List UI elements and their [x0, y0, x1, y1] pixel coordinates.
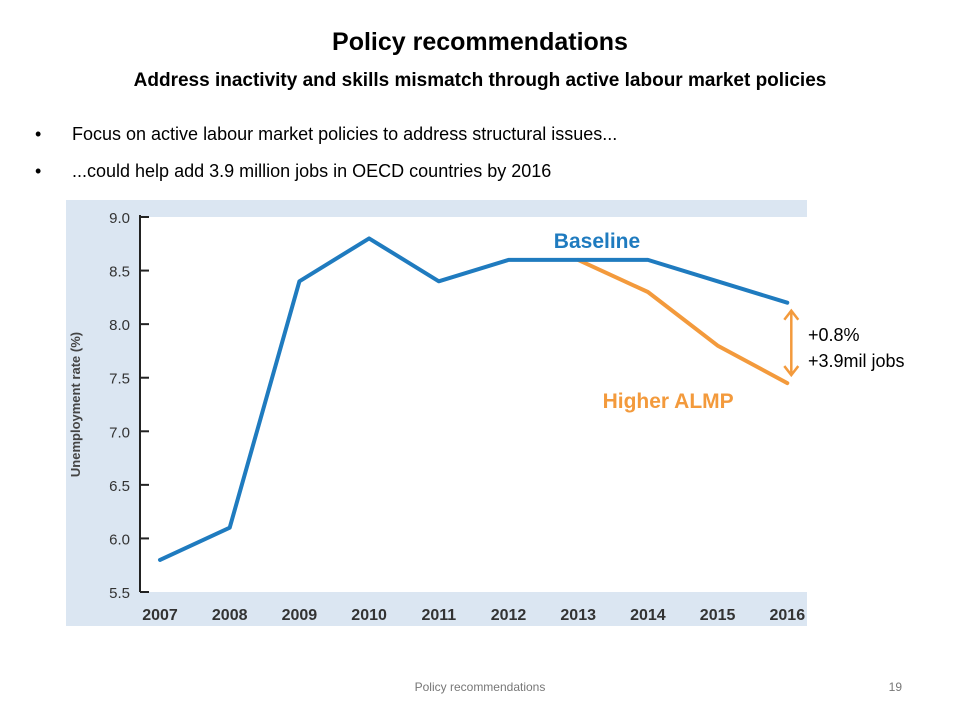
- x-tick-label: 2009: [282, 607, 318, 624]
- x-tick-label: 2010: [351, 607, 387, 624]
- x-tick-label: 2014: [630, 607, 666, 624]
- y-axis-title: Unemployment rate (%): [68, 332, 83, 477]
- y-tick-label: 7.5: [109, 371, 130, 388]
- x-tick-label: 2013: [560, 607, 596, 624]
- x-tick-label: 2012: [491, 607, 527, 624]
- x-tick-label: 2015: [700, 607, 736, 624]
- impact-annotation: +0.8% +3.9mil jobs: [808, 322, 905, 374]
- unemployment-chart: 5.5 6.0 6.5 7.0 7.5 8.0 8.5 9.0 2007 2008 2009 2010…: [66, 200, 807, 626]
- gap-arrow-head-down: [783, 365, 800, 378]
- y-tick-label: 7.0: [109, 424, 130, 441]
- page-number: 19: [888, 680, 902, 694]
- bullet-text: Focus on active labour market policies t…: [72, 124, 618, 144]
- y-tick-label: 6.0: [109, 531, 130, 548]
- bullet-list: • Focus on active labour market policies…: [30, 122, 930, 196]
- y-tick-label: 8.5: [109, 264, 130, 281]
- bullet-item: • Focus on active labour market policies…: [30, 122, 930, 159]
- bullet-text: ...could help add 3.9 million jobs in OE…: [72, 161, 552, 181]
- series-line-baseline: [158, 236, 790, 562]
- plot-area: [140, 217, 807, 592]
- annotation-jobs-change: +3.9mil jobs: [808, 351, 905, 371]
- bullet-glyph: •: [35, 161, 42, 181]
- y-tick-label: 9.0: [109, 210, 130, 227]
- series-label-higher-almp: Higher ALMP: [603, 390, 734, 413]
- series-line-higher-almp: [576, 257, 790, 386]
- slide-title: Policy recommendations: [332, 28, 628, 56]
- bullet-item: • ...could help add 3.9 million jobs in …: [30, 159, 930, 196]
- slide-subtitle: Address inactivity and skills mismatch t…: [133, 70, 827, 91]
- gap-arrow-head-up: [783, 308, 800, 321]
- y-tick-label: 6.5: [109, 478, 130, 495]
- series-label-baseline: Baseline: [554, 230, 640, 253]
- x-tick-label: 2008: [212, 607, 248, 624]
- x-tick-label: 2016: [770, 607, 806, 624]
- x-tick-label: 2007: [142, 607, 178, 624]
- x-tick-label: 2011: [421, 607, 456, 624]
- y-tick-label: 5.5: [109, 585, 130, 602]
- footer-text: Policy recommendations: [414, 680, 546, 694]
- bullet-glyph: •: [35, 124, 42, 144]
- annotation-rate-change: +0.8%: [808, 325, 860, 345]
- y-tick-label: 8.0: [109, 317, 130, 334]
